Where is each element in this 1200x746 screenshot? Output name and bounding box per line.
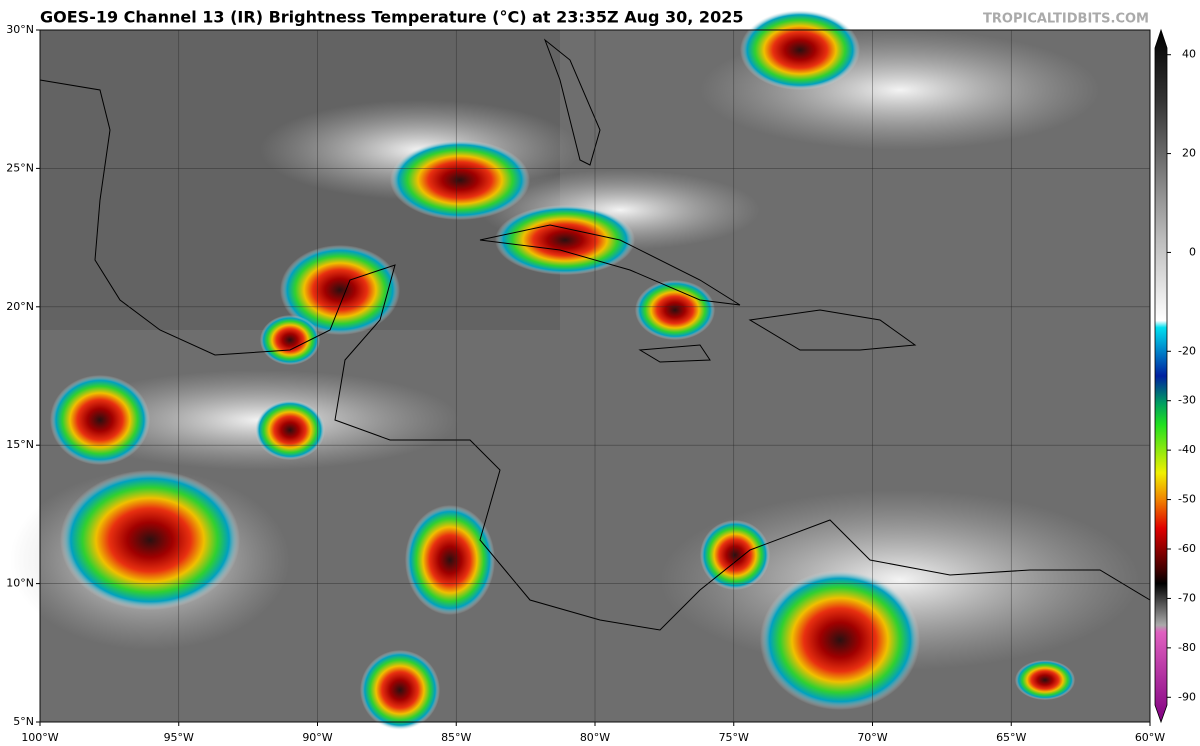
y-tick-label: 30°N bbox=[6, 23, 34, 36]
colorbar-tick-label: -80 bbox=[1178, 641, 1196, 654]
colorbar-tick-label: -40 bbox=[1178, 443, 1196, 456]
y-tick-label: 10°N bbox=[6, 577, 34, 590]
y-tick-label: 5°N bbox=[13, 715, 34, 728]
colorbar-tick-label: 0 bbox=[1189, 245, 1196, 258]
colorbar-tick-label: 40 bbox=[1182, 48, 1196, 61]
x-tick-label: 85°W bbox=[441, 731, 471, 744]
x-tick-label: 95°W bbox=[164, 731, 194, 744]
colorbar-tick-label: -90 bbox=[1178, 690, 1196, 703]
x-tick-label: 60°W bbox=[1135, 731, 1165, 744]
colorbar bbox=[1154, 28, 1168, 724]
credit: TROPICALTIDBITS.COM bbox=[983, 12, 1149, 27]
colorbar-tick-label: -30 bbox=[1178, 394, 1196, 407]
x-tick-label: 65°W bbox=[996, 731, 1026, 744]
x-tick-label: 75°W bbox=[719, 731, 749, 744]
colorbar-tick-label: -20 bbox=[1178, 344, 1196, 357]
y-tick-label: 20°N bbox=[6, 300, 34, 313]
title: GOES-19 Channel 13 (IR) Brightness Tempe… bbox=[40, 8, 743, 27]
x-tick-label: 90°W bbox=[302, 731, 332, 744]
colorbar-tick-label: 20 bbox=[1182, 147, 1196, 160]
colorbar-tick-label: -50 bbox=[1178, 493, 1196, 506]
x-tick-label: 80°W bbox=[580, 731, 610, 744]
x-tick-label: 70°W bbox=[857, 731, 887, 744]
colorbar-tick-label: -60 bbox=[1178, 542, 1196, 555]
colorbar-tick-label: -70 bbox=[1178, 591, 1196, 604]
imagery bbox=[10, 10, 1151, 730]
y-tick-label: 25°N bbox=[6, 161, 34, 174]
x-tick-label: 100°W bbox=[21, 731, 58, 744]
y-tick-label: 15°N bbox=[6, 438, 34, 451]
